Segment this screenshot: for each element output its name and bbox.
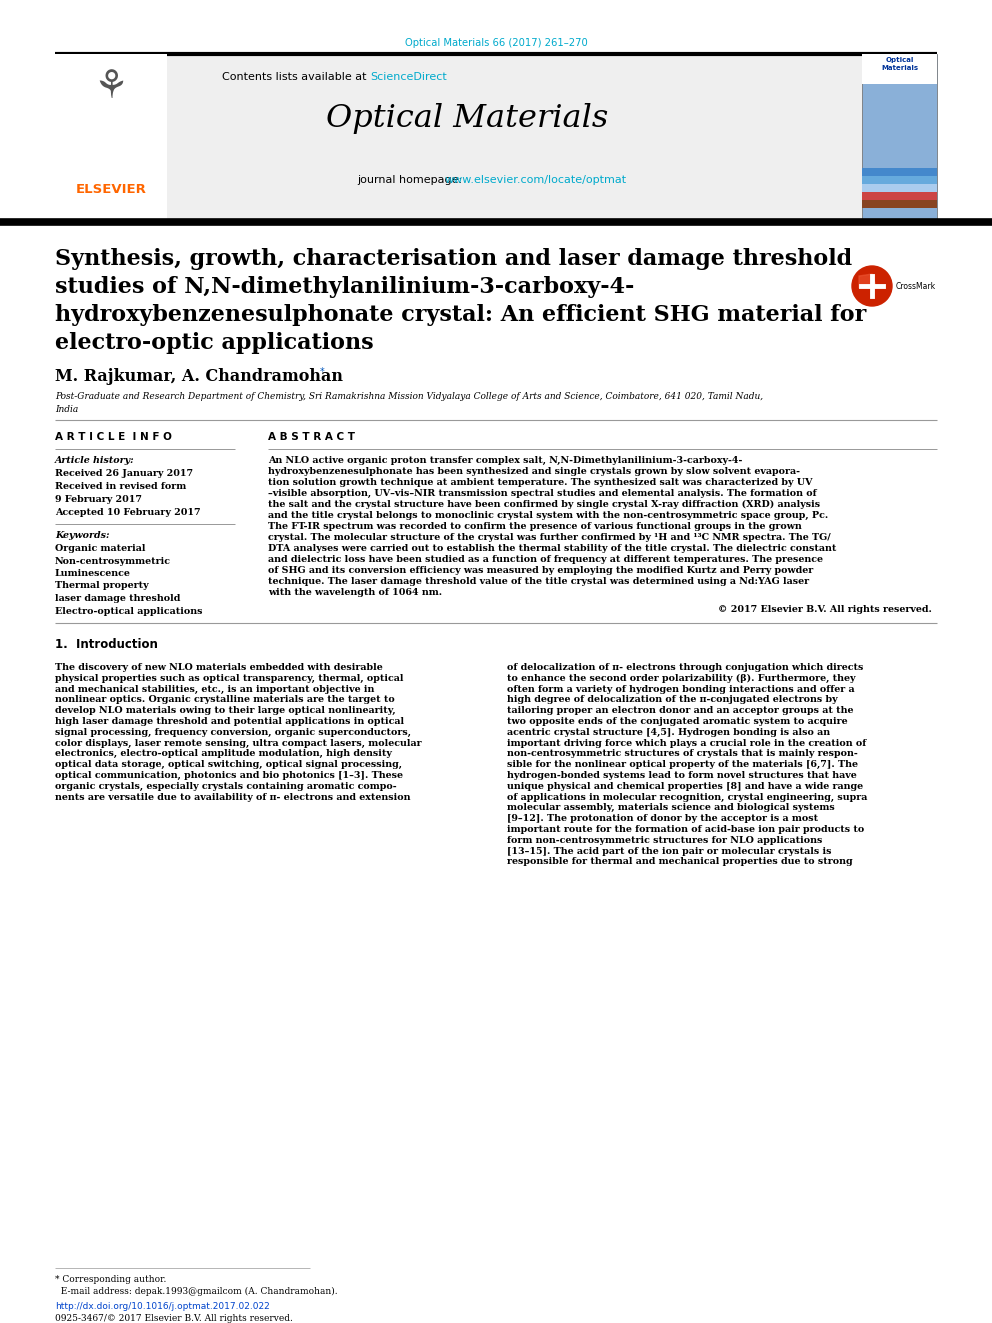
Text: Thermal property: Thermal property [55, 582, 149, 590]
FancyBboxPatch shape [55, 54, 167, 222]
Polygon shape [859, 274, 876, 288]
Text: important driving force which plays a crucial role in the creation of: important driving force which plays a cr… [507, 738, 866, 747]
Text: Article history:: Article history: [55, 456, 135, 464]
Text: 1.  Introduction: 1. Introduction [55, 638, 158, 651]
Text: The FT-IR spectrum was recorded to confirm the presence of various functional gr: The FT-IR spectrum was recorded to confi… [268, 523, 802, 531]
Text: form non-centrosymmetric structures for NLO applications: form non-centrosymmetric structures for … [507, 836, 822, 845]
Text: nonlinear optics. Organic crystalline materials are the target to: nonlinear optics. Organic crystalline ma… [55, 696, 395, 704]
Text: DTA analyses were carried out to establish the thermal stability of the title cr: DTA analyses were carried out to establi… [268, 544, 836, 553]
Text: An NLO active organic proton transfer complex salt, N,N-Dimethylanilinium-3-carb: An NLO active organic proton transfer co… [268, 456, 742, 464]
Text: ScienceDirect: ScienceDirect [370, 71, 446, 82]
Text: Organic material: Organic material [55, 544, 146, 553]
Text: responsible for thermal and mechanical properties due to strong: responsible for thermal and mechanical p… [507, 857, 853, 867]
Text: of applications in molecular recognition, crystal engineering, supra: of applications in molecular recognition… [507, 792, 867, 802]
FancyBboxPatch shape [55, 54, 937, 222]
Text: tion solution growth technique at ambient temperature. The synthesized salt was : tion solution growth technique at ambien… [268, 478, 812, 487]
Text: Synthesis, growth, characterisation and laser damage threshold: Synthesis, growth, characterisation and … [55, 247, 852, 270]
FancyBboxPatch shape [862, 192, 937, 200]
Text: unique physical and chemical properties [8] and have a wide range: unique physical and chemical properties … [507, 782, 863, 791]
Text: Post-Graduate and Research Department of Chemistry, Sri Ramakrishna Mission Vidy: Post-Graduate and Research Department of… [55, 392, 763, 401]
Text: of SHG and its conversion efficiency was measured by employing the modified Kurt: of SHG and its conversion efficiency was… [268, 566, 813, 576]
Text: [13–15]. The acid part of the ion pair or molecular crystals is: [13–15]. The acid part of the ion pair o… [507, 847, 831, 856]
Text: A R T I C L E  I N F O: A R T I C L E I N F O [55, 433, 172, 442]
Text: 9 February 2017: 9 February 2017 [55, 495, 142, 504]
Text: high degree of delocalization of the π-conjugated electrons by: high degree of delocalization of the π-c… [507, 696, 837, 704]
Text: Accepted 10 February 2017: Accepted 10 February 2017 [55, 508, 200, 517]
FancyBboxPatch shape [862, 54, 937, 83]
Text: Optical Materials 66 (2017) 261–270: Optical Materials 66 (2017) 261–270 [405, 38, 587, 48]
Text: M. Rajkumar, A. Chandramohan: M. Rajkumar, A. Chandramohan [55, 368, 343, 385]
Text: organic crystals, especially crystals containing aromatic compo-: organic crystals, especially crystals co… [55, 782, 397, 791]
Text: A B S T R A C T: A B S T R A C T [268, 433, 355, 442]
Text: with the wavelength of 1064 nm.: with the wavelength of 1064 nm. [268, 587, 442, 597]
Text: hydroxybenzenesulphonate has been synthesized and single crystals grown by slow : hydroxybenzenesulphonate has been synthe… [268, 467, 800, 476]
FancyBboxPatch shape [862, 176, 937, 184]
Text: [9–12]. The protonation of donor by the acceptor is a most: [9–12]. The protonation of donor by the … [507, 814, 818, 823]
Text: Keywords:: Keywords: [55, 531, 109, 540]
Text: develop NLO materials owing to their large optical nonlinearity,: develop NLO materials owing to their lar… [55, 706, 396, 716]
Text: –visible absorption, UV–vis–NIR transmission spectral studies and elemental anal: –visible absorption, UV–vis–NIR transmis… [268, 490, 816, 497]
Text: Electro-optical applications: Electro-optical applications [55, 606, 202, 615]
Text: Luminescence: Luminescence [55, 569, 131, 578]
Text: sible for the nonlinear optical property of the materials [6,7]. The: sible for the nonlinear optical property… [507, 761, 858, 769]
Text: to enhance the second order polarizability (β). Furthermore, they: to enhance the second order polarizabili… [507, 673, 855, 683]
Text: important route for the formation of acid-base ion pair products to: important route for the formation of aci… [507, 826, 864, 833]
Text: signal processing, frequency conversion, organic superconductors,: signal processing, frequency conversion,… [55, 728, 411, 737]
Text: optical data storage, optical switching, optical signal processing,: optical data storage, optical switching,… [55, 761, 402, 769]
Text: electronics, electro-optical amplitude modulation, high density: electronics, electro-optical amplitude m… [55, 749, 392, 758]
Text: physical properties such as optical transparency, thermal, optical: physical properties such as optical tran… [55, 673, 404, 683]
Text: molecular assembly, materials science and biological systems: molecular assembly, materials science an… [507, 803, 834, 812]
Text: often form a variety of hydrogen bonding interactions and offer a: often form a variety of hydrogen bonding… [507, 684, 855, 693]
Text: http://dx.doi.org/10.1016/j.optmat.2017.02.022: http://dx.doi.org/10.1016/j.optmat.2017.… [55, 1302, 270, 1311]
Text: Optical: Optical [886, 57, 915, 64]
Text: E-mail address: depak.1993@gmailcom (A. Chandramohan).: E-mail address: depak.1993@gmailcom (A. … [55, 1287, 337, 1297]
Text: www.elsevier.com/locate/optmat: www.elsevier.com/locate/optmat [445, 175, 627, 185]
Text: journal homepage:: journal homepage: [357, 175, 465, 185]
Text: crystal. The molecular structure of the crystal was further confirmed by ¹H and : crystal. The molecular structure of the … [268, 533, 830, 542]
Text: Contents lists available at: Contents lists available at [222, 71, 370, 82]
Text: optical communication, photonics and bio photonics [1–3]. These: optical communication, photonics and bio… [55, 771, 403, 781]
Text: tailoring proper an electron donor and an acceptor groups at the: tailoring proper an electron donor and a… [507, 706, 853, 716]
Text: studies of N,N-dimethylanilinium-3-carboxy-4-: studies of N,N-dimethylanilinium-3-carbo… [55, 277, 634, 298]
Text: Optical Materials: Optical Materials [326, 103, 608, 134]
Text: Received 26 January 2017: Received 26 January 2017 [55, 468, 193, 478]
FancyBboxPatch shape [862, 54, 937, 222]
Text: ⚘: ⚘ [93, 67, 128, 106]
Text: electro-optic applications: electro-optic applications [55, 332, 374, 355]
Text: India: India [55, 405, 78, 414]
Text: two opposite ends of the conjugated aromatic system to acquire: two opposite ends of the conjugated arom… [507, 717, 847, 726]
Text: * Corresponding author.: * Corresponding author. [55, 1275, 167, 1285]
Text: laser damage threshold: laser damage threshold [55, 594, 181, 603]
FancyBboxPatch shape [862, 168, 937, 176]
Text: and dielectric loss have been studied as a function of frequency at different te: and dielectric loss have been studied as… [268, 556, 823, 564]
Text: and the title crystal belongs to monoclinic crystal system with the non-centrosy: and the title crystal belongs to monocli… [268, 511, 828, 520]
Text: acentric crystal structure [4,5]. Hydrogen bonding is also an: acentric crystal structure [4,5]. Hydrog… [507, 728, 830, 737]
Text: Received in revised form: Received in revised form [55, 482, 186, 491]
Text: of delocalization of π- electrons through conjugation which directs: of delocalization of π- electrons throug… [507, 663, 863, 672]
Text: technique. The laser damage threshold value of the title crystal was determined : technique. The laser damage threshold va… [268, 577, 809, 586]
Circle shape [852, 266, 892, 306]
Text: hydroxybenzenesulphonate crystal: An efficient SHG material for: hydroxybenzenesulphonate crystal: An eff… [55, 304, 866, 325]
Text: and mechanical stabilities, etc., is an important objective in: and mechanical stabilities, etc., is an … [55, 684, 374, 693]
Text: *: * [320, 366, 324, 377]
Text: the salt and the crystal structure have been confirmed by single crystal X-ray d: the salt and the crystal structure have … [268, 500, 820, 509]
Text: CrossMark: CrossMark [896, 282, 936, 291]
Text: color displays, laser remote sensing, ultra compact lasers, molecular: color displays, laser remote sensing, ul… [55, 738, 422, 747]
Text: © 2017 Elsevier B.V. All rights reserved.: © 2017 Elsevier B.V. All rights reserved… [718, 605, 932, 614]
Text: non-centrosymmetric structures of crystals that is mainly respon-: non-centrosymmetric structures of crysta… [507, 749, 858, 758]
Text: hydrogen-bonded systems lead to form novel structures that have: hydrogen-bonded systems lead to form nov… [507, 771, 857, 781]
Text: Materials: Materials [882, 65, 919, 71]
Text: nents are versatile due to availability of π- electrons and extension: nents are versatile due to availability … [55, 792, 411, 802]
FancyBboxPatch shape [862, 184, 937, 192]
Text: ELSEVIER: ELSEVIER [75, 183, 147, 196]
Text: Non-centrosymmetric: Non-centrosymmetric [55, 557, 171, 565]
FancyBboxPatch shape [862, 200, 937, 208]
Text: high laser damage threshold and potential applications in optical: high laser damage threshold and potentia… [55, 717, 404, 726]
Text: 0925-3467/© 2017 Elsevier B.V. All rights reserved.: 0925-3467/© 2017 Elsevier B.V. All right… [55, 1314, 293, 1323]
Text: The discovery of new NLO materials embedded with desirable: The discovery of new NLO materials embed… [55, 663, 383, 672]
